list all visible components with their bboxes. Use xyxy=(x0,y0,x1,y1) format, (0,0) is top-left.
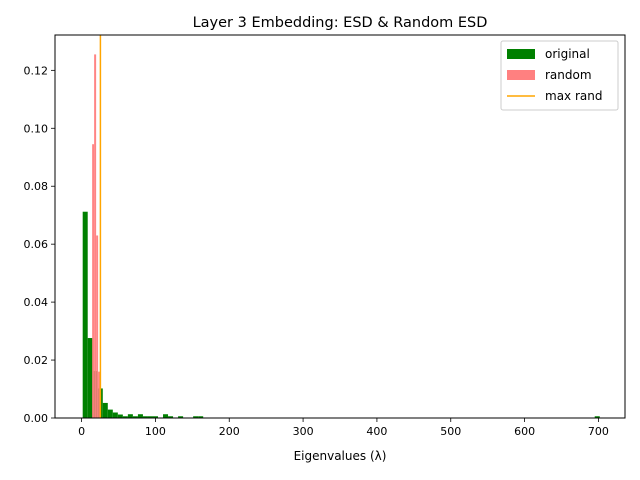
random-bars xyxy=(92,54,101,418)
original-bar-7 xyxy=(117,414,123,418)
y-tick-label: 0.04 xyxy=(24,296,49,309)
original-bar-19 xyxy=(198,416,204,418)
x-tick-label: 100 xyxy=(145,425,166,438)
y-axis-ticks: 0.00 0.02 0.04 0.06 0.08 0.10 0.12 xyxy=(24,64,55,425)
random-bar-3 xyxy=(98,371,101,418)
original-bar-15 xyxy=(163,414,169,418)
x-axis-label: Eigenvalues (λ) xyxy=(294,449,387,463)
original-bar-1 xyxy=(87,338,93,418)
x-tick-label: 500 xyxy=(440,425,461,438)
y-tick-label: 0.08 xyxy=(24,180,49,193)
original-bar-16 xyxy=(168,416,174,418)
random-bar-0 xyxy=(92,144,95,418)
x-tick-label: 600 xyxy=(514,425,535,438)
legend-swatch-random xyxy=(507,70,535,80)
x-tick-label: 0 xyxy=(78,425,85,438)
plot-frame xyxy=(54,34,626,419)
x-axis-ticks: 0 100 200 300 400 500 600 700 xyxy=(78,418,609,438)
x-tick-label: 300 xyxy=(293,425,314,438)
original-bars xyxy=(82,211,600,418)
y-tick-label: 0.12 xyxy=(24,64,49,77)
original-bar-0 xyxy=(82,211,88,418)
x-tick-label: 400 xyxy=(366,425,387,438)
y-tick-label: 0.00 xyxy=(24,412,49,425)
original-bar-12 xyxy=(142,416,148,418)
original-bar-13 xyxy=(147,416,153,418)
legend-label: original xyxy=(545,47,590,61)
original-bar-20 xyxy=(594,416,600,418)
legend: original random max rand xyxy=(500,40,619,111)
original-bar-18 xyxy=(193,416,199,418)
original-bar-6 xyxy=(112,412,118,418)
x-tick-label: 200 xyxy=(219,425,240,438)
original-bar-9 xyxy=(127,414,133,418)
y-tick-label: 0.10 xyxy=(24,122,49,135)
original-bar-14 xyxy=(152,416,158,418)
original-bar-11 xyxy=(137,414,143,418)
legend-label: max rand xyxy=(545,89,602,103)
random-bar-2 xyxy=(96,235,99,418)
y-tick-label: 0.02 xyxy=(24,354,49,367)
legend-swatch-original xyxy=(507,49,535,59)
random-bar-1 xyxy=(94,54,97,418)
original-bar-17 xyxy=(178,416,184,418)
original-bar-8 xyxy=(122,416,128,418)
original-bar-4 xyxy=(102,402,108,418)
legend-label: random xyxy=(545,68,592,82)
x-tick-label: 700 xyxy=(588,425,609,438)
original-bar-10 xyxy=(132,416,138,418)
original-bar-5 xyxy=(107,409,113,418)
chart-title: Layer 3 Embedding: ESD & Random ESD xyxy=(193,15,488,31)
y-tick-label: 0.06 xyxy=(24,238,49,251)
